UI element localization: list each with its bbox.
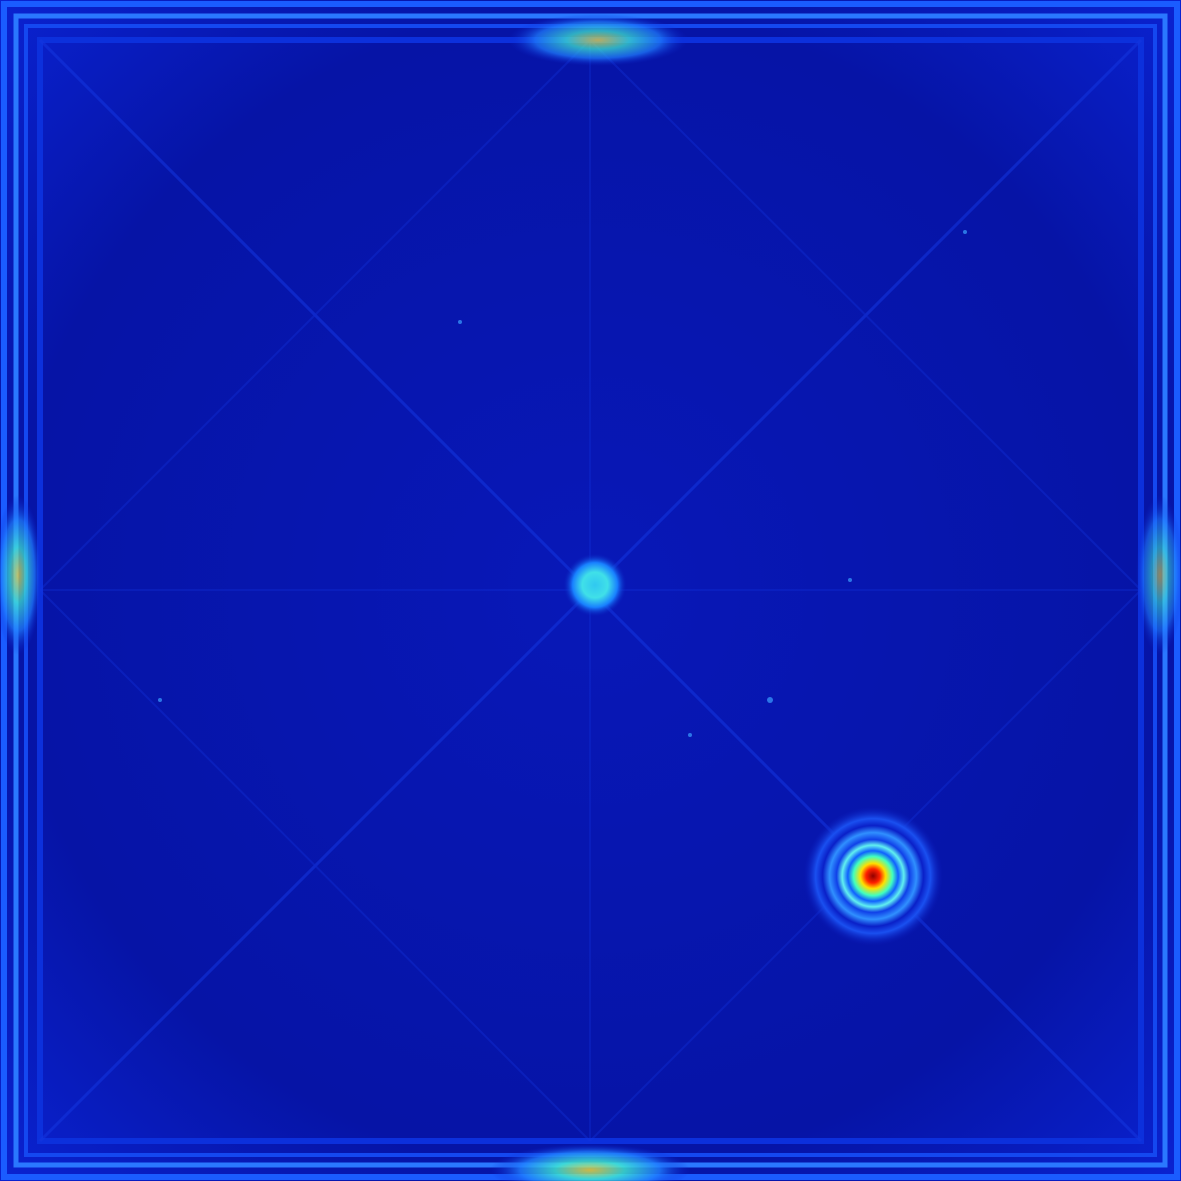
speckle bbox=[963, 230, 967, 234]
center-spot bbox=[563, 553, 627, 617]
edge-glow bbox=[508, 14, 688, 66]
speckles bbox=[158, 230, 967, 737]
diagonal-line bbox=[39, 39, 591, 591]
speckle bbox=[688, 733, 692, 737]
speckle bbox=[158, 698, 162, 702]
speckle bbox=[767, 697, 773, 703]
speckle bbox=[848, 578, 852, 582]
edge-glow bbox=[0, 495, 42, 655]
edge-glow bbox=[490, 1144, 690, 1181]
diagonal-line bbox=[589, 39, 1142, 591]
speckle bbox=[458, 320, 462, 324]
diagonal-line bbox=[39, 589, 591, 1142]
hot-spot bbox=[803, 806, 943, 946]
edge-glow bbox=[1136, 495, 1181, 655]
